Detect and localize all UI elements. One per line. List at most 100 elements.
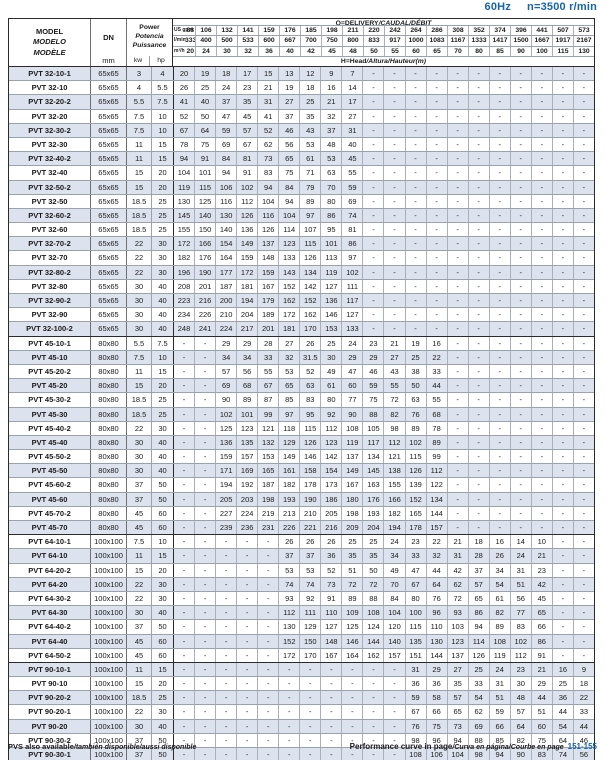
- head-value-cell: -: [215, 691, 236, 705]
- head-value-cell: 122: [425, 478, 447, 492]
- head-value-cell: 65: [467, 591, 489, 606]
- head-value-cell: -: [530, 194, 552, 208]
- head-value-cell: 89: [236, 393, 257, 407]
- table-row: PVT 90-10 100x100 15 20- - - - - - - - - - -36 36 35 33 3…: [9, 676, 594, 691]
- head-value-cell: -: [467, 294, 489, 308]
- head-value-cell: -: [509, 223, 531, 237]
- head-value-cell: -: [530, 421, 552, 435]
- flow-value: 667: [284, 37, 296, 45]
- flow-value: 1500: [513, 37, 529, 45]
- model-cell: PVT 45-60-2: [9, 478, 91, 492]
- head-value-cell: -: [236, 648, 257, 662]
- head-value-cell: 159: [257, 265, 278, 279]
- head-value-cell: 171: [215, 464, 236, 478]
- head-value-cell: -: [488, 308, 510, 322]
- head-value-cell: -: [215, 733, 236, 747]
- head-value-cell: 47: [341, 364, 362, 379]
- head-value-cell: 66: [530, 620, 552, 634]
- head-value-cell: -: [551, 137, 573, 152]
- head-value-cell: -: [194, 677, 215, 691]
- head-value-cell: 200: [215, 294, 236, 308]
- head-value-cell: -: [509, 393, 531, 407]
- head-value-cell: 94: [467, 620, 489, 634]
- kw-cell: 37: [127, 748, 152, 760]
- head-value-cell: 56: [572, 748, 594, 760]
- head-value-cell: -: [404, 123, 426, 137]
- head-value-cell: -: [551, 450, 573, 464]
- head-value-cell: -: [509, 294, 531, 308]
- head-value-cell: 57: [467, 577, 489, 591]
- table-row: PVT 32-80 65x65 30 40 208 201 187 181 167 152 142 1…: [9, 278, 594, 293]
- head-value-cell: 157: [236, 450, 257, 464]
- model-cell: PVT 32-80: [9, 279, 91, 293]
- head-value-cell: 112: [236, 194, 257, 208]
- head-value-cell: 109: [341, 606, 362, 620]
- head-value-cell: -: [383, 733, 404, 747]
- dn-cell: 80x80: [91, 421, 127, 435]
- kw-cell: 15: [127, 166, 152, 180]
- head-value-cell: 48: [320, 137, 341, 152]
- head-value-cell: -: [278, 691, 299, 705]
- head-value-cell: 172: [177, 239, 191, 249]
- head-value-cell: 104: [177, 168, 191, 178]
- table-row: PVT 45-20-2 80x80 11 15- -57 56 55 53 52 49 47 46 43…: [9, 363, 594, 379]
- head-value-cell: -: [488, 450, 510, 464]
- delivery-header: Q=DELIVERY/CAUDAL/DÉBIT US gpm 88 106 132 14…: [173, 19, 594, 66]
- head-value-cell: 125: [341, 620, 362, 634]
- head-value-cell: -: [194, 733, 215, 747]
- head-value-cell: -: [551, 166, 573, 180]
- head-value-cell: -: [509, 350, 531, 364]
- flow-value: 308: [452, 26, 464, 34]
- head-value-cell: -: [509, 464, 531, 478]
- head-value-cell: -: [572, 506, 594, 520]
- kw-cell: 5.5: [127, 336, 152, 350]
- model-cell: PVT 45-60: [9, 492, 91, 506]
- kw-cell: 15: [127, 563, 152, 577]
- head-value-cell: -: [572, 407, 594, 421]
- curve-note-en: Performance curve in page: [349, 742, 453, 751]
- head-value-cell: 36: [551, 691, 573, 705]
- head-value-cell: -: [362, 733, 383, 747]
- kw-label: kw: [127, 56, 150, 66]
- head-value-cell: 13: [278, 67, 299, 81]
- head-value-cell: -: [362, 279, 383, 293]
- head-value-cell: 65: [530, 606, 552, 620]
- model-cell: PVT 64-30-2: [9, 591, 91, 606]
- flow-header-cell: 115: [552, 46, 573, 56]
- head-value-cell: -: [362, 691, 383, 705]
- head-value-cell: -: [446, 251, 468, 265]
- head-value-cell: -: [383, 81, 404, 95]
- head-value-cell: -: [215, 535, 236, 549]
- model-cell: PVT 32-30-2: [9, 123, 91, 137]
- kw-cell: 45: [127, 506, 152, 520]
- head-value-cell: 43: [299, 123, 320, 137]
- head-value-cell: -: [182, 494, 186, 504]
- head-value-cell: -: [551, 350, 573, 364]
- flow-value: 441: [536, 26, 548, 34]
- flow-header-cell: 42: [300, 46, 321, 56]
- dn-cell: 65x65: [91, 123, 127, 137]
- model-cell: PVT 45-70-2: [9, 506, 91, 520]
- head-value-cell: -: [509, 251, 531, 265]
- flow-value: 500: [221, 37, 233, 45]
- kw-cell: 30: [127, 294, 152, 308]
- flow-header-cell: 242: [384, 25, 405, 35]
- hp-cell: 7.5: [152, 336, 174, 350]
- head-value-cell: -: [182, 523, 186, 532]
- head-value-cell: -: [551, 535, 573, 549]
- head-value-cell: 88: [362, 407, 383, 421]
- head-value-cell: -: [551, 379, 573, 393]
- kw-cell: 30: [127, 435, 152, 450]
- dn-cell: 65x65: [91, 180, 127, 194]
- head-value-cell: -: [572, 350, 594, 364]
- head-value-cell: -: [467, 336, 489, 350]
- head-value-cell: 204: [362, 521, 383, 535]
- head-value-cell: 111: [299, 606, 320, 620]
- model-cell: PVT 64-40-2: [9, 620, 91, 634]
- kw-cell: 37: [127, 620, 152, 634]
- model-cell: PVT 32-10-1: [9, 67, 91, 81]
- hp-cell: 50: [152, 620, 174, 634]
- head-value-cell: -: [530, 350, 552, 364]
- head-value-cell: 84: [383, 591, 404, 606]
- kw-cell: 15: [127, 180, 152, 194]
